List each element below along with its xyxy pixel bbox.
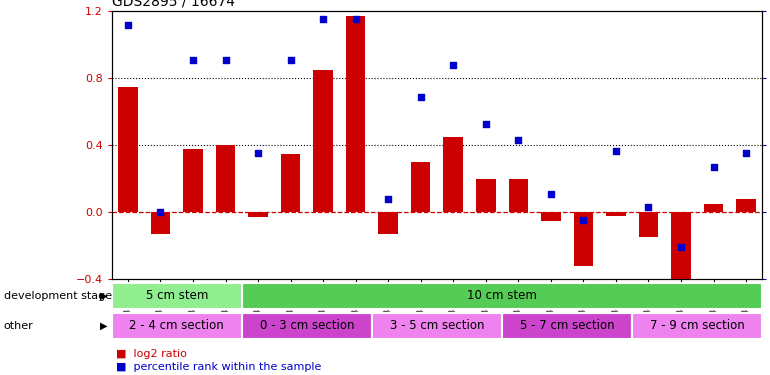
Text: development stage: development stage <box>4 291 112 301</box>
Point <box>154 209 166 215</box>
Text: 3 - 5 cm section: 3 - 5 cm section <box>390 320 484 332</box>
Point <box>317 16 330 22</box>
Bar <box>574 212 593 266</box>
Point <box>447 62 460 68</box>
Bar <box>248 212 268 217</box>
Bar <box>216 146 236 212</box>
Text: 2 - 4 cm section: 2 - 4 cm section <box>129 320 224 332</box>
Bar <box>502 313 632 339</box>
Text: 5 - 7 cm section: 5 - 7 cm section <box>520 320 614 332</box>
Text: ■  percentile rank within the sample: ■ percentile rank within the sample <box>116 362 321 372</box>
Bar <box>671 212 691 300</box>
Point <box>414 94 427 100</box>
Point <box>578 217 590 223</box>
Bar <box>112 283 242 309</box>
Bar <box>411 162 430 212</box>
Bar <box>313 70 333 212</box>
Point <box>610 148 622 154</box>
Point <box>284 57 296 63</box>
Text: 0 - 3 cm section: 0 - 3 cm section <box>259 320 354 332</box>
Bar <box>736 199 756 212</box>
Bar <box>704 204 723 212</box>
Point <box>544 190 557 196</box>
Text: 10 cm stem: 10 cm stem <box>467 290 537 302</box>
Point <box>512 137 524 143</box>
Point <box>219 57 232 63</box>
Bar <box>638 212 658 237</box>
Bar <box>151 212 170 234</box>
Point <box>740 150 752 156</box>
Bar <box>508 179 528 212</box>
Bar <box>378 212 398 234</box>
Point <box>480 121 492 127</box>
Text: ■  log2 ratio: ■ log2 ratio <box>116 350 186 359</box>
Bar <box>112 313 242 339</box>
Point <box>708 164 720 170</box>
Bar <box>183 148 203 212</box>
Text: other: other <box>4 321 34 331</box>
Bar <box>476 179 496 212</box>
Text: GDS2895 / 16674: GDS2895 / 16674 <box>112 0 235 9</box>
Bar <box>242 283 762 309</box>
Bar <box>606 212 626 216</box>
Point <box>187 57 199 63</box>
Bar <box>346 16 366 212</box>
Point <box>382 196 394 202</box>
Text: 7 - 9 cm section: 7 - 9 cm section <box>650 320 745 332</box>
Point <box>252 150 264 156</box>
Text: ▶: ▶ <box>100 291 108 301</box>
Point <box>642 204 654 210</box>
Bar <box>372 313 502 339</box>
Bar <box>118 87 138 212</box>
Bar <box>242 313 372 339</box>
Point <box>122 22 134 28</box>
Bar <box>632 313 762 339</box>
Point <box>675 244 687 250</box>
Text: ▶: ▶ <box>100 321 108 331</box>
Bar <box>281 154 300 212</box>
Bar <box>444 137 463 212</box>
Text: 5 cm stem: 5 cm stem <box>146 290 208 302</box>
Bar <box>541 212 561 221</box>
Point <box>350 16 362 22</box>
